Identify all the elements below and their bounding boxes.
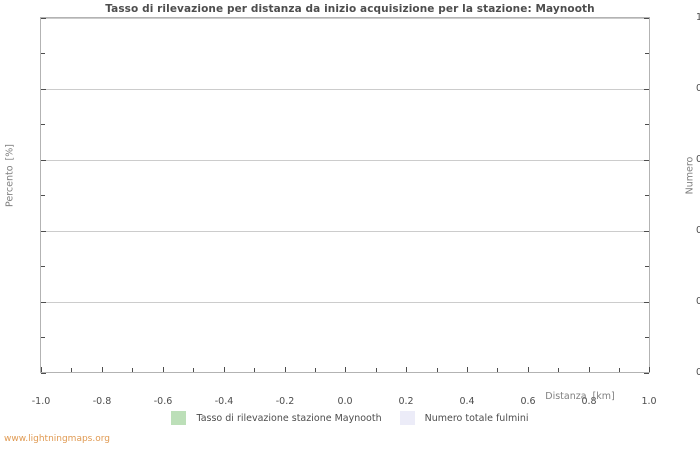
- legend-item-total-strokes[interactable]: Numero totale fulmini: [399, 411, 529, 425]
- y2-axis-tick-minor: [645, 53, 649, 54]
- gridline: [41, 160, 649, 161]
- y-axis-tick-minor: [41, 337, 45, 338]
- y2-axis-label-0-0: 0.0: [696, 367, 700, 378]
- y2-axis-tick-major: [644, 160, 649, 161]
- y2-axis-tick-major: [644, 89, 649, 90]
- y-axis-title: Percento [%]: [5, 111, 16, 241]
- x-axis-label-0-0: 0.0: [337, 396, 353, 407]
- x-axis-tick-major: [589, 367, 590, 372]
- x-axis-tick-minor: [376, 368, 377, 372]
- legend-swatch-green: [171, 411, 187, 425]
- x-axis-label-0-6: 0.6: [520, 396, 536, 407]
- x-axis-tick-minor: [497, 368, 498, 372]
- y2-axis-tick-minor: [645, 266, 649, 267]
- x-axis-tick-minor: [315, 368, 316, 372]
- gridline: [41, 231, 649, 232]
- gridline: [41, 89, 649, 90]
- x-axis-label-n0-8: -0.8: [92, 396, 112, 407]
- x-axis-tick-major: [224, 367, 225, 372]
- x-axis-tick-major: [345, 367, 346, 372]
- x-axis-tick-major: [163, 367, 164, 372]
- y2-axis-tick-major: [644, 18, 649, 19]
- x-axis-label-1-0: 1.0: [641, 396, 657, 407]
- y2-axis-label-0-6: 0.6: [696, 154, 700, 165]
- x-axis-label-0-2: 0.2: [398, 396, 414, 407]
- y-axis-tick-minor: [41, 195, 45, 196]
- gridline: [41, 302, 649, 303]
- x-axis-tick-major: [285, 367, 286, 372]
- y2-axis-label-1-0: 1.0: [696, 12, 700, 23]
- y-axis-tick-major: [41, 89, 46, 90]
- legend-label-total-strokes: Numero totale fulmini: [424, 412, 529, 424]
- y-axis-tick-major: [41, 160, 46, 161]
- x-axis-tick-minor: [558, 368, 559, 372]
- x-axis-tick-minor: [132, 368, 133, 372]
- x-axis-label-n1-0: -1.0: [31, 396, 51, 407]
- y-axis-tick-major: [41, 302, 46, 303]
- y2-axis-label-0-8: 0.8: [696, 83, 700, 94]
- y-axis-title-unit: [%]: [4, 144, 16, 161]
- y-axis-tick-major: [41, 231, 46, 232]
- y-axis-title-text: Percento: [4, 165, 16, 208]
- x-axis-label-n0-4: -0.4: [214, 396, 234, 407]
- y-axis-tick-major: [41, 373, 46, 374]
- x-axis-tick-major: [102, 367, 103, 372]
- legend-swatch-lavender: [399, 411, 415, 425]
- x-axis-label-0-8: 0.8: [581, 396, 597, 407]
- y2-axis-label-0-4: 0.4: [696, 225, 700, 236]
- x-axis-tick-major: [41, 367, 42, 372]
- y2-axis-tick-major: [644, 231, 649, 232]
- x-axis-label-0-4: 0.4: [459, 396, 475, 407]
- y2-axis-tick-major: [644, 373, 649, 374]
- y2-axis-tick-minor: [645, 195, 649, 196]
- y2-axis-title: Numero: [684, 156, 696, 195]
- gridline: [41, 18, 649, 19]
- plot-area: 100 80 60 40 20 0 1.0 0.8 0.6 0.4 0.2 0.…: [32, 12, 700, 407]
- legend-item-detection-rate[interactable]: Tasso di rilevazione stazione Maynooth: [171, 411, 382, 425]
- x-axis-label-n0-2: -0.2: [275, 396, 295, 407]
- x-axis-tick-major: [649, 367, 650, 372]
- x-axis-title: Distanza [km]: [500, 391, 660, 402]
- x-axis-tick-minor: [254, 368, 255, 372]
- x-axis-title-unit: [km]: [592, 391, 615, 402]
- y-axis-tick-minor: [41, 53, 45, 54]
- watermark-url: www.lightningmaps.org: [4, 434, 110, 444]
- chart-title: Tasso di rilevazione per distanza da ini…: [105, 3, 595, 15]
- y-axis-tick-major: [41, 18, 46, 19]
- x-axis-label-n0-6: -0.6: [153, 396, 173, 407]
- x-axis-tick-major: [467, 367, 468, 372]
- x-axis-tick-major: [528, 367, 529, 372]
- y2-axis-tick-minor: [645, 337, 649, 338]
- x-axis-title-text: Distanza: [545, 391, 587, 402]
- y-axis-tick-minor: [41, 266, 45, 267]
- y2-axis-tick-minor: [645, 124, 649, 125]
- chart-legend: Tasso di rilevazione stazione Maynooth N…: [0, 411, 700, 425]
- x-axis-tick-minor: [71, 368, 72, 372]
- y-axis-tick-minor: [41, 124, 45, 125]
- x-axis-tick-major: [406, 367, 407, 372]
- x-axis-tick-minor: [619, 368, 620, 372]
- x-axis-tick-minor: [193, 368, 194, 372]
- x-axis-tick-minor: [437, 368, 438, 372]
- y2-axis-tick-major: [644, 302, 649, 303]
- legend-label-detection-rate: Tasso di rilevazione stazione Maynooth: [196, 412, 382, 424]
- y2-axis-label-0-2: 0.2: [696, 296, 700, 307]
